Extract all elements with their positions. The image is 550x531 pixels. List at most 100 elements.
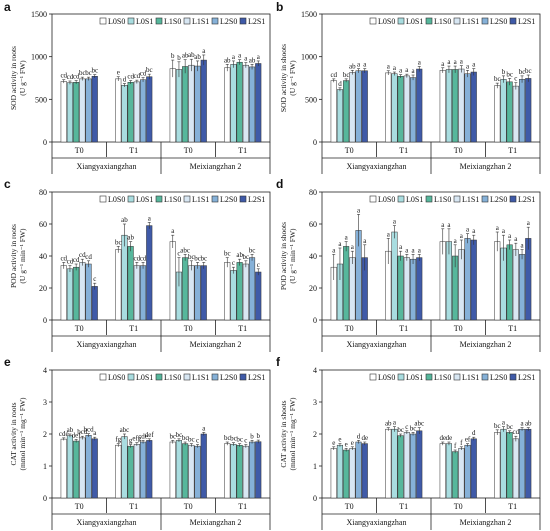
significance-letter: ab [236,251,243,259]
bar-L0S1 [500,79,507,143]
significance-letter: cd [73,73,80,81]
significance-letter: a [171,227,175,235]
bar-L2S1 [470,239,477,321]
significance-letter: a [238,52,242,60]
bar-L1S0 [343,449,350,499]
significance-letter: a [441,60,445,68]
significance-letter: a [447,221,451,229]
y-axis-label-line1: CAT activity in roots [9,402,18,465]
x-tick-label: T0 [75,502,84,511]
bar-L1S1 [79,78,86,143]
legend-label-L1S0: L1S0 [434,373,451,382]
bar-L1S0 [236,262,243,321]
legend-label-L0S0: L0S0 [378,195,395,204]
significance-letter: bcd [83,426,94,434]
x-tick-label: T1 [238,324,247,333]
legend-swatch-L0S0 [99,195,107,203]
bar-L2S0 [410,258,417,321]
panel-letter: f [276,355,281,369]
bar-L1S0 [73,82,80,143]
bar-L1S1 [458,249,465,321]
legend-swatch-L0S1 [127,373,135,381]
significance-letter: bc [188,436,195,444]
significance-letter: bc [397,426,404,434]
significance-letter: d [123,76,127,84]
significance-letter: a [405,246,409,254]
legend-swatch-L0S1 [397,195,405,203]
bar-L0S1 [230,64,237,143]
bar-L0S0 [330,448,337,499]
legend-label-L2S0: L2S0 [220,373,237,382]
legend-swatch-L0S1 [397,373,405,381]
legend-label-L0S1: L0S1 [136,373,153,382]
significance-letter: bc [188,253,195,261]
legend-label-L1S0: L1S0 [164,195,181,204]
bar-L1S0 [506,81,513,143]
significance-letter: a [418,246,422,254]
significance-letter: bc [91,67,98,75]
legend-swatch-L1S0 [425,373,433,381]
legend-label-L2S0: L2S0 [490,373,507,382]
bar-L1S0 [73,440,80,499]
y-axis-label: POD activity in shoots(U g⁻¹ min⁻¹ FW) [279,222,297,290]
group-label: Meixiangzhan 2 [460,162,512,171]
panel-b: b 0 500 1000 1500 SOD activity in shoots(U g⁻… [276,0,541,174]
significance-letter: f [460,439,463,447]
y-tick-label: 1 [43,462,47,471]
significance-letter: bc [249,246,256,254]
legend-swatch-L2S0 [211,195,219,203]
bar-L1S1 [188,444,195,499]
significance-letter: a [232,53,236,61]
bar-L0S0 [439,443,446,499]
bar-L1S0 [397,435,404,499]
y-axis-label: SOD activity in roots(U g⁻¹ FW) [9,46,27,110]
significance-letter: a [472,227,476,235]
y-axis-label-line1: SOD activity in roots [9,46,18,110]
y-axis-label: POD activity in roots(U g⁻¹ min⁻¹ FW) [9,224,27,288]
y-tick-label: 60 [39,220,47,229]
significance-letter: a [345,234,349,242]
significance-letter: abc [414,420,424,428]
bar-L0S1 [500,428,507,499]
significance-letter: a [148,214,152,222]
significance-letter: a [527,219,531,227]
y-tick-label: 500 [35,95,47,104]
legend-label-L2S1: L2S1 [248,373,265,382]
significance-letter: a [454,237,458,245]
significance-letter: a [520,420,524,428]
y-tick-label: 0 [43,138,47,147]
bar-L0S0 [169,241,176,321]
significance-letter: bc [236,436,243,444]
y-axis-label: CAT activity in shoots(mmol min⁻¹ mg⁻¹ F… [279,397,297,471]
legend-swatch-L1S0 [425,195,433,203]
legend-label-L0S0: L0S0 [108,373,125,382]
significance-letter: cde [59,430,69,438]
legend-label-L0S1: L0S1 [136,195,153,204]
legend-label-L1S0: L1S0 [434,195,451,204]
group-label: Xiangyaxiangzhan [347,340,407,349]
bar-L2S0 [519,428,526,499]
bar-L2S0 [85,78,92,143]
y-tick-label: 3 [313,398,317,407]
legend-label-L2S0: L2S0 [220,17,237,26]
bar-L1S0 [236,61,243,143]
y-axis-label-line2: (mmol min⁻¹ mg⁻¹ FW) [18,397,27,471]
legend-swatch-L1S0 [155,195,163,203]
bar-L2S0 [355,70,362,143]
bar-L1S1 [512,85,519,143]
significance-letter: cde [138,432,148,440]
significance-letter: de [439,434,446,442]
bar-L1S1 [512,438,519,499]
significance-letter: a [257,53,261,61]
group-label: Xiangyaxiangzhan [77,340,137,349]
panel-e: e 0 1 2 3 4 CAT activity in roots(mmol min⁻¹ m… [4,355,271,530]
significance-letter: a [393,218,397,226]
significance-letter: c [196,437,199,445]
legend-label-L2S0: L2S0 [220,195,237,204]
bar-L0S1 [445,443,452,499]
bar-L1S0 [236,444,243,499]
significance-letter: a [393,419,397,427]
x-tick-label: T0 [184,324,193,333]
y-tick-label: 20 [39,284,47,293]
significance-letter: d [472,429,476,437]
